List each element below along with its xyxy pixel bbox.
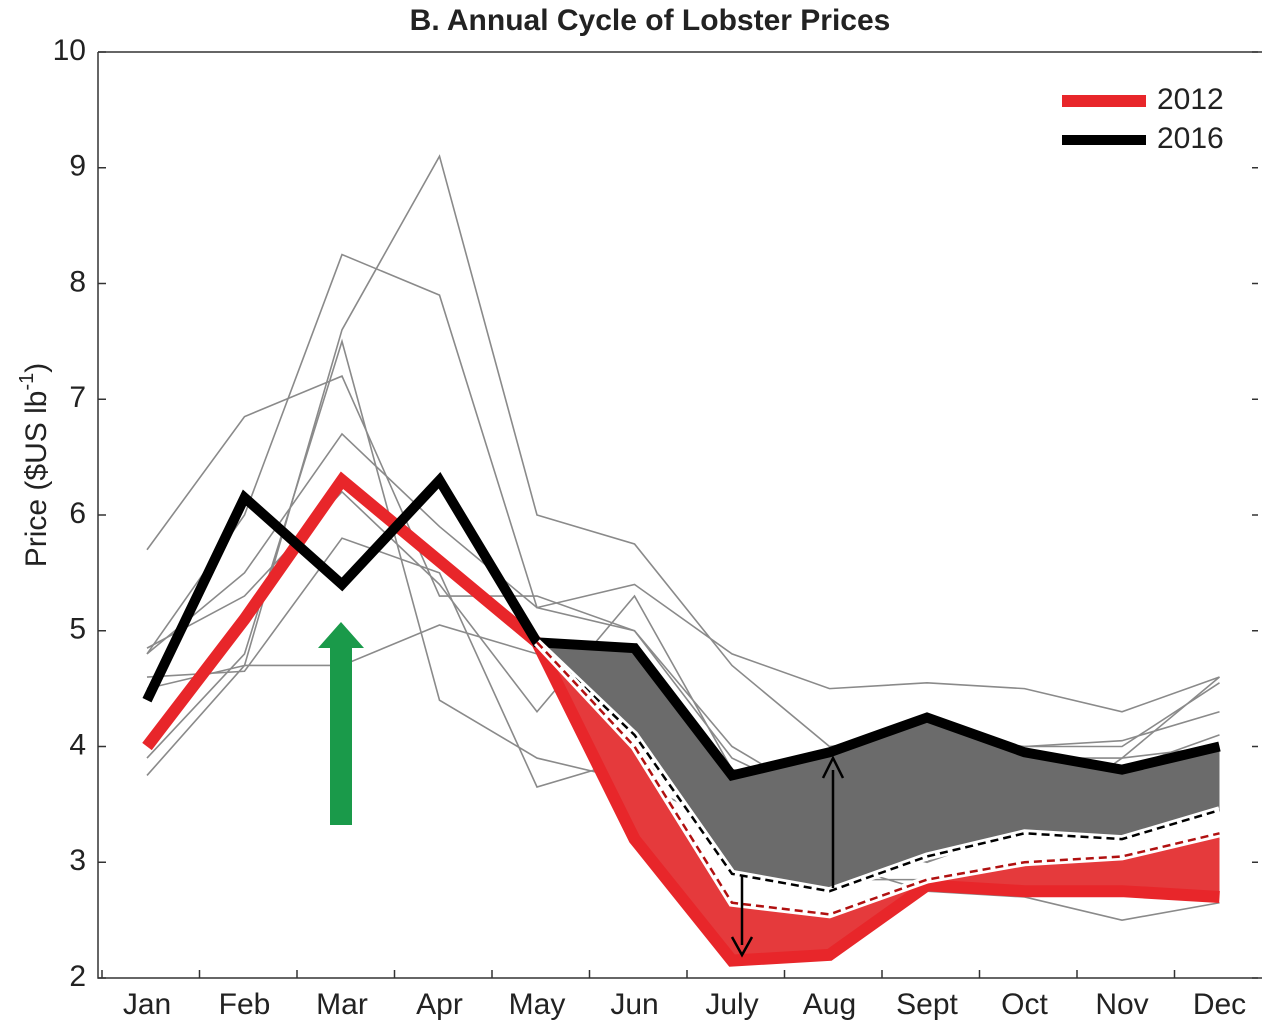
y-tick-label: 9 [69, 150, 86, 183]
y-tick-label: 10 [53, 34, 86, 67]
band [537, 642, 1220, 961]
y-tick-label: 3 [69, 844, 86, 877]
series-line [142, 471, 1220, 967]
y-label-tail: ) [20, 363, 53, 373]
y-tick-label: 4 [69, 728, 86, 761]
legend-label: 2012 [1157, 83, 1224, 116]
y-tick-label: 8 [69, 265, 86, 298]
x-tick-label: Sept [896, 988, 958, 1021]
x-tick-label: July [705, 988, 758, 1021]
x-tick-label: Feb [219, 988, 271, 1021]
plot-area: 2 3 4 5 6 7 8 9 10 Jan Feb Mar Apr May Jun July Aug Sept O… [53, 34, 1262, 1021]
arrow-head [730, 936, 754, 958]
x-tick-label: Oct [1001, 988, 1048, 1021]
year-line [146, 253, 1220, 713]
x-tick-label: Mar [316, 988, 368, 1021]
x-tick-label: Apr [416, 988, 463, 1021]
y-label-text: Price ($US lb [20, 391, 53, 568]
chart-title: B. Annual Cycle of Lobster Prices [410, 4, 891, 37]
band-edge-dash [536, 641, 1220, 916]
y-tick-label: 7 [69, 381, 86, 414]
series-line [142, 472, 1221, 782]
y-tick-label: 5 [69, 613, 86, 646]
band [537, 642, 1220, 892]
green-arrow [318, 622, 364, 825]
band-edge-dash [536, 641, 1220, 893]
year-line [146, 154, 1220, 748]
y-tick-label: 6 [69, 497, 86, 530]
y-tick-label: 2 [69, 960, 86, 993]
x-tick-label: Dec [1193, 988, 1246, 1021]
y-label-sup: -1 [16, 373, 38, 391]
y-axis-label: Price ($US lb-1) [16, 363, 53, 568]
x-tick-label: Jun [610, 988, 658, 1021]
x-tick-label: Nov [1095, 988, 1148, 1021]
x-tick-label: Aug [803, 988, 856, 1021]
x-tick-label: Jan [123, 988, 171, 1021]
annotations [318, 622, 845, 958]
legend-label: 2016 [1157, 122, 1224, 155]
arrow-head [821, 755, 845, 779]
x-tick-label: May [509, 988, 566, 1021]
